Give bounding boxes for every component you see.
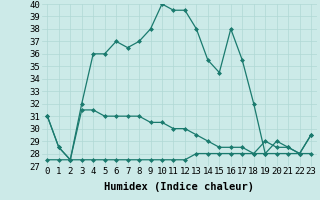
X-axis label: Humidex (Indice chaleur): Humidex (Indice chaleur) — [104, 182, 254, 192]
